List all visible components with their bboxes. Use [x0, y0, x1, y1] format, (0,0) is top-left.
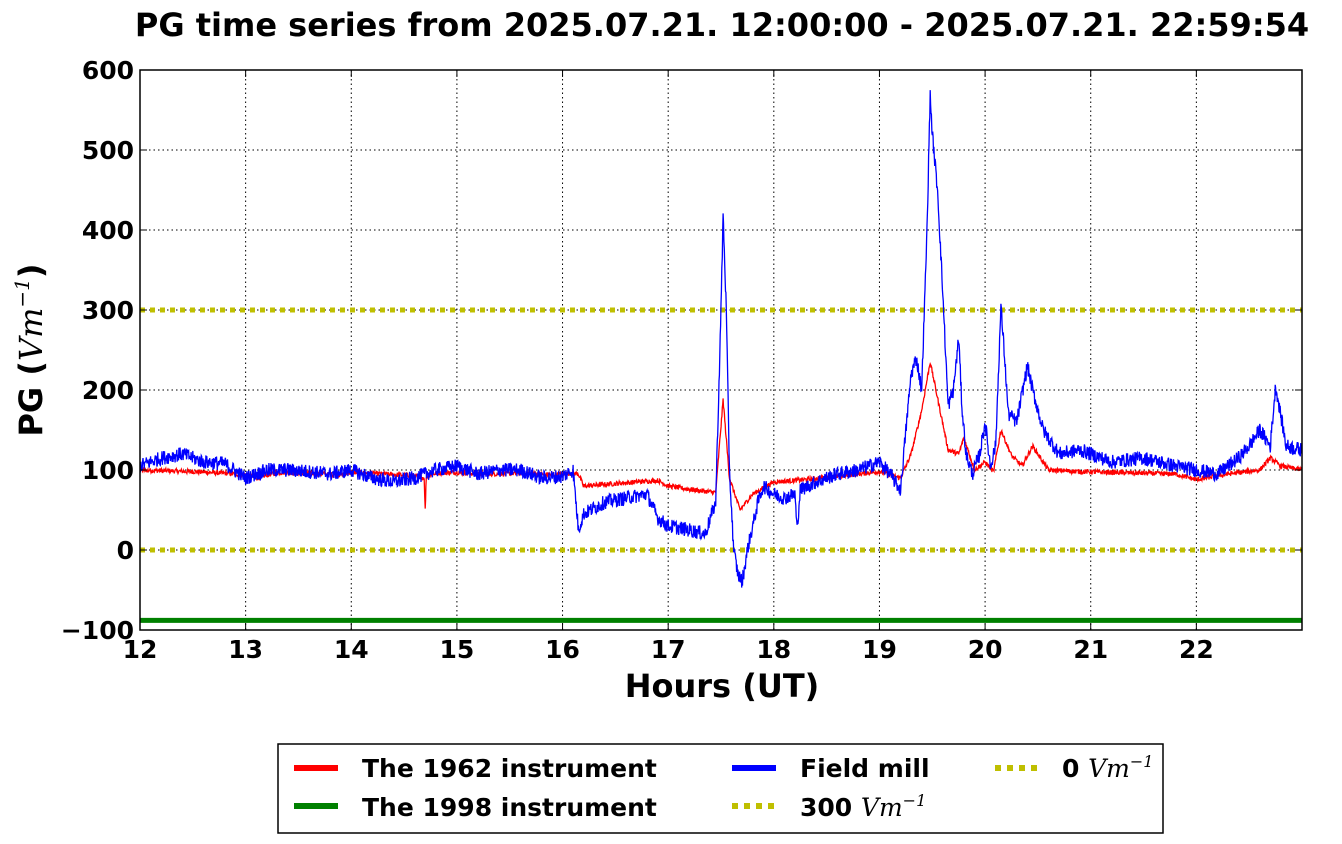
- y-tick-label: 300: [82, 296, 134, 325]
- x-tick-label: 19: [862, 635, 897, 664]
- legend-label-0-value: 0: [1062, 754, 1088, 783]
- legend-label-300-unit: Vm: [861, 793, 903, 822]
- legend-label-0-unit: Vm: [1088, 754, 1130, 783]
- x-tick-label: 20: [968, 635, 1003, 664]
- legend-label-0: 0 Vm−1: [1062, 752, 1153, 783]
- y-tick-label: 400: [82, 216, 134, 245]
- legend-label-300-value: 300: [800, 793, 861, 822]
- x-tick-label: 15: [440, 635, 475, 664]
- x-tick-label: 17: [651, 635, 686, 664]
- y-axis-label-suffix: ): [12, 263, 50, 278]
- y-axis: −100 0 100 200 300 400 500 600: [61, 56, 1302, 645]
- x-tick-label: 21: [1073, 635, 1108, 664]
- legend-label-0-exp: −1: [1130, 752, 1154, 771]
- legend: The 1962 instrument The 1998 instrument …: [277, 743, 1164, 834]
- legend-label-300-exp: −1: [903, 791, 927, 810]
- y-axis-label: PG (Vm−1): [10, 263, 50, 436]
- y-tick-label: 100: [82, 456, 134, 485]
- x-axis: 12 13 14 15 16 17 18 19 20 21 22: [123, 70, 1214, 664]
- grid: [139, 69, 1302, 631]
- legend-box: [277, 743, 1164, 834]
- y-axis-label-prefix: PG (: [12, 361, 50, 436]
- x-tick-label: 18: [756, 635, 791, 664]
- series-layer: [140, 90, 1302, 623]
- legend-label-1998: The 1998 instrument: [362, 793, 657, 822]
- chart-title: PG time series from 2025.07.21. 12:00:00…: [135, 6, 1309, 44]
- x-tick-label: 14: [334, 635, 369, 664]
- y-axis-label-unit: Vm: [12, 308, 50, 361]
- x-tick-label: 16: [545, 635, 580, 664]
- series-line-the-1962-instrument: [140, 362, 1302, 512]
- y-tick-label: −100: [61, 616, 134, 645]
- plot-frame: [139, 69, 1303, 631]
- legend-label-field-mill: Field mill: [800, 754, 930, 783]
- y-tick-label: 200: [82, 376, 134, 405]
- legend-label-300: 300 Vm−1: [800, 791, 926, 822]
- series-line-field-mill: [140, 90, 1302, 588]
- legend-label-1962: The 1962 instrument: [362, 754, 657, 783]
- x-axis-label: Hours (UT): [625, 667, 820, 705]
- x-tick-label: 13: [228, 635, 263, 664]
- y-tick-label: 600: [82, 56, 134, 85]
- y-tick-label: 0: [117, 536, 134, 565]
- x-tick-label: 12: [123, 635, 158, 664]
- x-tick-label: 22: [1179, 635, 1214, 664]
- y-axis-label-exponent: −1: [10, 278, 34, 307]
- y-tick-label: 500: [82, 136, 134, 165]
